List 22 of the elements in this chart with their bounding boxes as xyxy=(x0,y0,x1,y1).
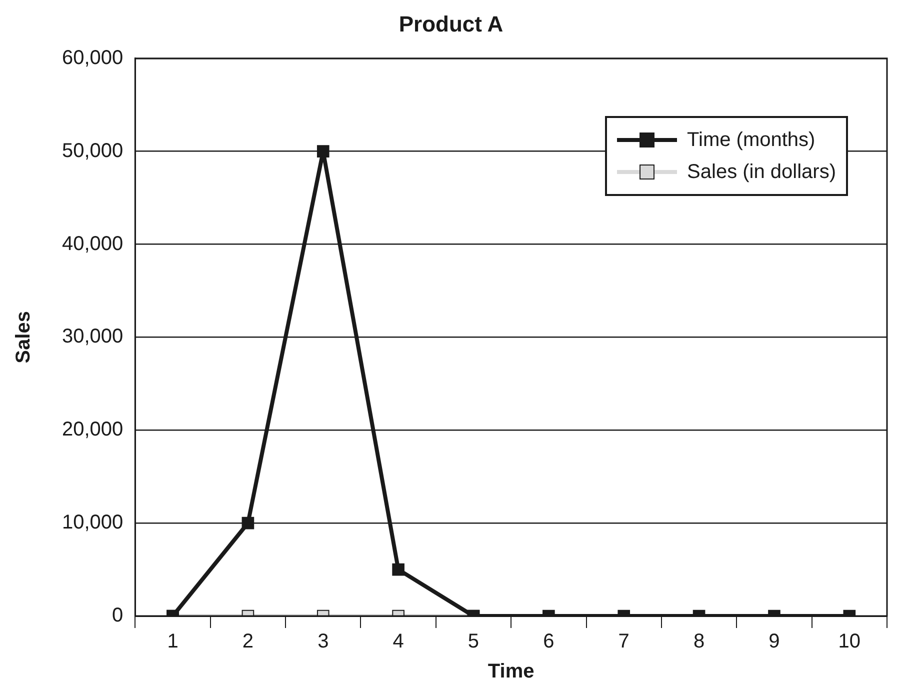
y-tick-label: 30,000 xyxy=(62,326,124,348)
x-tick-label: 4 xyxy=(392,630,404,653)
chart-title: Product A xyxy=(398,11,504,36)
x-tick-label: 9 xyxy=(768,630,780,653)
x-tick-label: 2 xyxy=(242,630,254,653)
x-tick-label: 3 xyxy=(318,630,329,653)
y-tick-label: 20,000 xyxy=(62,418,124,441)
y-tick-label: 0 xyxy=(112,604,124,627)
x-tick-label: 10 xyxy=(838,630,861,653)
legend-label: Time (months) xyxy=(687,128,816,153)
x-tick-label: 1 xyxy=(167,630,178,653)
y-tick-label: 50,000 xyxy=(62,140,124,162)
x-tick-label: 8 xyxy=(693,630,705,653)
x-tick-label: 7 xyxy=(618,630,630,653)
x-tick-label: 6 xyxy=(543,630,554,653)
y-tick-label: 10,000 xyxy=(62,512,124,534)
x-axis-title: Time xyxy=(488,660,534,683)
y-axis-title: Sales xyxy=(12,311,35,364)
y-tick-label: 60,000 xyxy=(62,46,124,69)
x-tick-label: 5 xyxy=(468,630,480,653)
y-tick-label: 40,000 xyxy=(62,232,124,255)
legend-label: Sales (in dollars) xyxy=(687,160,836,185)
